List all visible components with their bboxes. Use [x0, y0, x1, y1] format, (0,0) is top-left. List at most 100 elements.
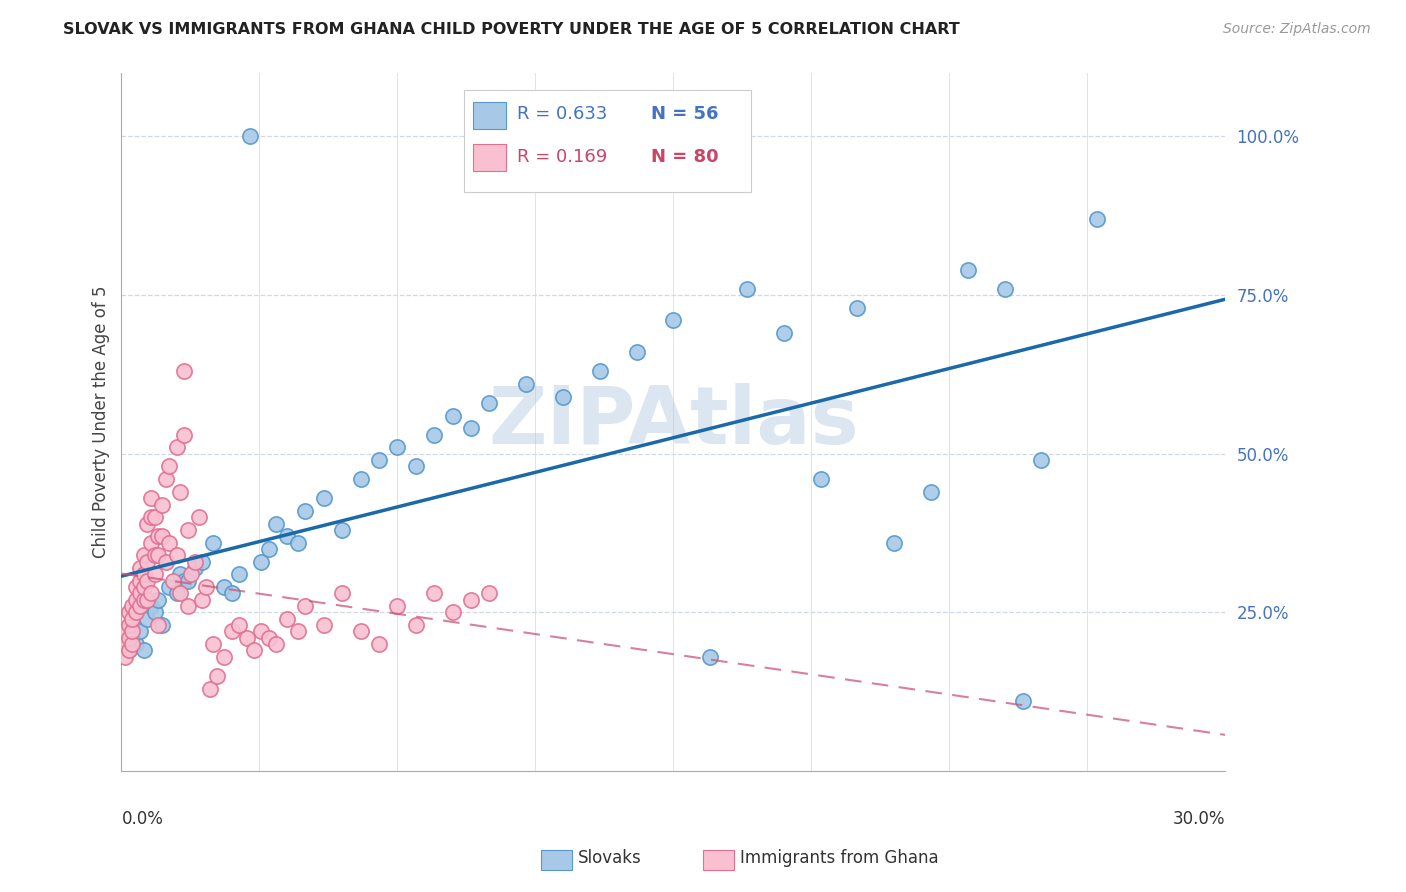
Point	[125, 637, 148, 651]
Point	[276, 529, 298, 543]
Point	[143, 606, 166, 620]
Point	[551, 390, 574, 404]
Text: Slovaks: Slovaks	[578, 849, 641, 867]
Point	[257, 631, 280, 645]
Point	[121, 624, 143, 639]
Y-axis label: Child Poverty Under the Age of 5: Child Poverty Under the Age of 5	[93, 285, 110, 558]
Point	[128, 599, 150, 613]
Point	[515, 376, 537, 391]
Point	[1031, 453, 1053, 467]
Point	[166, 586, 188, 600]
Text: Source: ZipAtlas.com: Source: ZipAtlas.com	[1223, 22, 1371, 37]
Point	[287, 624, 309, 639]
Point	[441, 409, 464, 423]
Bar	[472, 145, 506, 170]
Point	[250, 624, 273, 639]
Point	[173, 364, 195, 378]
Point	[132, 643, 155, 657]
Point	[166, 441, 188, 455]
Point	[150, 618, 173, 632]
Point	[155, 472, 177, 486]
Point	[387, 441, 409, 455]
Text: Immigrants from Ghana: Immigrants from Ghana	[740, 849, 938, 867]
Point	[250, 555, 273, 569]
Point	[169, 567, 191, 582]
Point	[276, 612, 298, 626]
Point	[257, 541, 280, 556]
Point	[132, 580, 155, 594]
Point	[264, 637, 287, 651]
Point	[169, 586, 191, 600]
Point	[173, 574, 195, 588]
Point	[243, 643, 266, 657]
Point	[155, 555, 177, 569]
Point	[121, 618, 143, 632]
Point	[368, 453, 391, 467]
Point	[114, 649, 136, 664]
Point	[118, 643, 141, 657]
Point	[128, 574, 150, 588]
Point	[626, 345, 648, 359]
Point	[214, 649, 236, 664]
Text: R = 0.169: R = 0.169	[516, 148, 607, 166]
Bar	[472, 103, 506, 128]
Point	[920, 484, 942, 499]
Point	[184, 561, 207, 575]
Point	[176, 574, 198, 588]
Point	[205, 669, 228, 683]
Point	[148, 549, 170, 563]
Point	[118, 643, 141, 657]
Point	[166, 549, 188, 563]
Point	[264, 516, 287, 531]
Point	[368, 637, 391, 651]
Point	[846, 301, 869, 315]
Point	[176, 523, 198, 537]
Point	[150, 498, 173, 512]
Point	[136, 592, 159, 607]
Point	[387, 599, 409, 613]
Point	[157, 580, 180, 594]
Point	[883, 535, 905, 549]
Point	[121, 631, 143, 645]
Point	[136, 555, 159, 569]
Point	[195, 580, 218, 594]
Point	[294, 504, 316, 518]
Point	[125, 606, 148, 620]
Point	[735, 282, 758, 296]
Point	[128, 624, 150, 639]
Point	[405, 459, 427, 474]
Point	[143, 510, 166, 524]
Point	[350, 472, 373, 486]
Point	[114, 624, 136, 639]
Point	[118, 631, 141, 645]
Point	[330, 586, 353, 600]
Text: N = 80: N = 80	[651, 148, 718, 166]
Text: R = 0.633: R = 0.633	[516, 105, 607, 123]
Point	[136, 574, 159, 588]
Point	[662, 313, 685, 327]
Point	[132, 549, 155, 563]
Point	[221, 586, 243, 600]
Point	[235, 631, 257, 645]
Point	[121, 637, 143, 651]
Point	[810, 472, 832, 486]
Point	[180, 567, 202, 582]
Point	[202, 535, 225, 549]
Point	[405, 618, 427, 632]
Point	[139, 535, 162, 549]
Point	[956, 262, 979, 277]
Point	[148, 529, 170, 543]
Point	[136, 612, 159, 626]
Point	[139, 491, 162, 505]
Point	[1085, 211, 1108, 226]
Point	[994, 282, 1017, 296]
Point	[699, 649, 721, 664]
Point	[460, 592, 482, 607]
Point	[1012, 694, 1035, 708]
Point	[139, 599, 162, 613]
Point	[312, 491, 335, 505]
Point	[228, 567, 250, 582]
Point	[184, 555, 207, 569]
Point	[143, 549, 166, 563]
Point	[202, 637, 225, 651]
